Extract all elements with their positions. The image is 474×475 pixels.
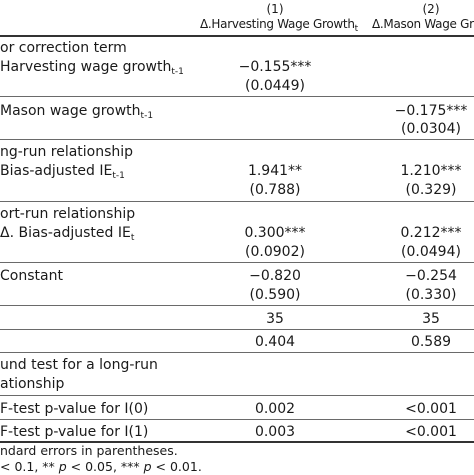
- bottom-rule: [0, 441, 474, 443]
- row-rule: [0, 262, 474, 263]
- constant-label: Constant: [0, 268, 63, 284]
- row-rule: [0, 329, 474, 330]
- f0-c1: 0.002: [254, 401, 296, 417]
- f0-label: F-test p-value for I(0): [0, 401, 149, 417]
- harvest-label: Harvesting wage growtht-1: [0, 59, 184, 77]
- row-rule: [0, 96, 474, 97]
- ect-label: or correction term: [0, 40, 127, 56]
- row-rule: [0, 201, 474, 202]
- column-2-number: (2): [422, 2, 440, 16]
- lr-ie-label: Bias-adjusted IEt-1: [0, 163, 125, 181]
- sr-c2-se: (0.0494): [401, 244, 461, 260]
- row-rule: [0, 305, 474, 306]
- mason-c2-coef: −0.175***: [394, 103, 468, 119]
- const-c1-se: (0.590): [249, 287, 301, 303]
- const-c2-se: (0.330): [405, 287, 457, 303]
- const-c2-coef: −0.254: [405, 268, 457, 284]
- sr-c1-coef: 0.300***: [244, 225, 306, 241]
- row-rule: [0, 395, 474, 396]
- column-1-number: (1): [266, 2, 284, 16]
- n-c1: 35: [266, 311, 284, 327]
- long-run-label: ng-run relationship: [0, 144, 134, 160]
- header-rule: [0, 35, 474, 37]
- lr-c2-coef: 1.210***: [400, 163, 462, 179]
- row-rule: [0, 139, 474, 140]
- short-run-label: ort-run relationship: [0, 206, 136, 222]
- row-rule: [0, 419, 474, 420]
- f1-c1: 0.003: [254, 424, 296, 440]
- mason-label: Mason wage growtht-1: [0, 103, 154, 121]
- r2-c1: 0.404: [254, 334, 296, 350]
- harvest-c1-coef: −0.155***: [238, 59, 312, 75]
- sr-c2-coef: 0.212***: [400, 225, 462, 241]
- note-significance: < 0.1, ** p < 0.05, *** p < 0.01.: [0, 459, 202, 474]
- lr-c2-se: (0.329): [405, 182, 457, 198]
- mason-c2-se: (0.0304): [401, 121, 461, 137]
- lr-c1-se: (0.788): [249, 182, 301, 198]
- bound-test-label-1: und test for a long-run: [0, 357, 158, 373]
- sr-ie-label: Δ. Bias-adjusted IEt: [0, 225, 135, 243]
- f1-c2: <0.001: [405, 424, 457, 440]
- n-c2: 35: [422, 311, 440, 327]
- lr-c1-coef: 1.941**: [247, 163, 303, 179]
- f1-label: F-test p-value for I(1): [0, 424, 149, 440]
- bound-test-label-2: ationship: [0, 376, 65, 392]
- row-rule: [0, 352, 474, 353]
- harvest-c1-se: (0.0449): [245, 78, 305, 94]
- const-c1-coef: −0.820: [249, 268, 301, 284]
- column-2-header: Δ.Mason Wage Growt: [372, 17, 474, 31]
- r2-c2: 0.589: [410, 334, 452, 350]
- sr-c1-se: (0.0902): [245, 244, 305, 260]
- column-1-header: Δ.Harvesting Wage Growtht: [200, 17, 358, 34]
- f0-c2: <0.001: [405, 401, 457, 417]
- note-standard-errors: ndard errors in parentheses.: [0, 443, 178, 458]
